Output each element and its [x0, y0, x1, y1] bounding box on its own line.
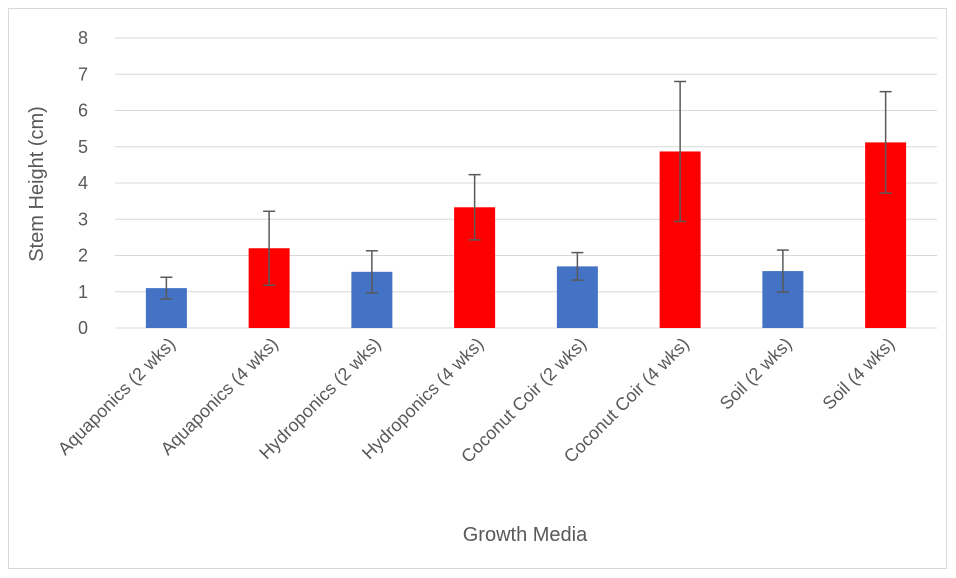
- y-tick-label: 8: [78, 28, 88, 48]
- y-tick-label: 4: [78, 173, 88, 193]
- x-axis-title: Growth Media: [463, 524, 588, 546]
- y-tick-label: 5: [78, 137, 88, 157]
- x-tick-label: Soil (4 wks): [819, 334, 899, 414]
- y-axis-title: Stem Height (cm): [26, 106, 48, 262]
- gridlines: [115, 37, 937, 329]
- y-tick-label: 2: [78, 246, 88, 266]
- y-tick-label: 1: [78, 282, 88, 302]
- y-tick-label: 6: [78, 101, 88, 121]
- y-tick-label: 0: [78, 318, 88, 338]
- x-tick-label: Soil (2 wks): [716, 334, 796, 414]
- x-tick-labels: Aquaponics (2 wks)Aquaponics (4 wks)Hydr…: [54, 334, 898, 467]
- error-bars: [160, 80, 892, 300]
- y-tick-labels: 0 1 2 3 4 5 6 7 8: [78, 28, 88, 338]
- bars: [145, 142, 907, 328]
- y-tick-label: 3: [78, 209, 88, 229]
- y-tick-label: 7: [78, 64, 88, 84]
